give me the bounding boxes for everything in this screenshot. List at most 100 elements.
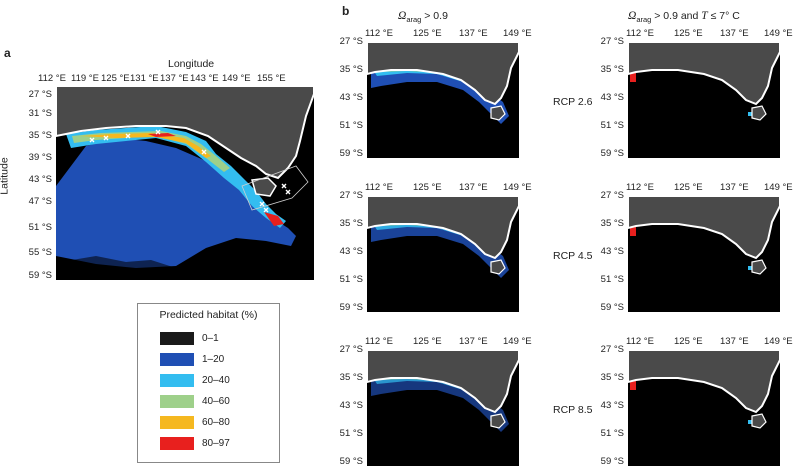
panel-a-letter: a [4,46,11,60]
panel-b-lon-tick: 125 °E [413,28,442,39]
survey-region-outline [241,165,309,211]
habitat-hotspot [630,226,636,236]
legend-swatch [160,395,194,408]
panel-b-lon-tick: 137 °E [459,28,488,39]
panel-a-lon-tick: 149 °E [222,73,251,84]
panel-b-lon-tick: 112 °E [365,336,393,347]
panel-b-lat-tick: 35 °S [600,372,624,383]
panel-b-lon-tick: 149 °E [503,336,532,347]
panel-b-lat-tick: 43 °S [339,92,363,103]
panel-b-lon-tick: 149 °E [764,336,793,347]
panel-b-lat-tick: 59 °S [600,302,624,313]
panel-b-lat-tick: 27 °S [339,190,363,201]
panel-b-map-r2-c2 [628,196,780,312]
panel-b-lon-tick: 149 °E [764,28,793,39]
panel-b-lon-tick: 137 °E [720,28,749,39]
panel-a-lat-tick: 59 °S [28,270,52,281]
panel-a-y-title: Latitude [0,157,11,195]
panel-b-lon-tick: 149 °E [503,182,532,193]
habitat-band-1-20 [371,66,509,124]
panel-b-lon-tick: 125 °E [674,182,703,193]
australia-landmass [367,350,519,414]
legend-item-label: 40–60 [202,396,230,407]
panel-b-lat-tick: 51 °S [600,120,624,131]
panel-b-lat-tick: 59 °S [339,456,363,467]
panel-b-lon-tick: 137 °E [720,182,749,193]
scenario-label: RCP 2.6 [553,96,593,108]
panel-a-lon-tick: 125 °E [101,73,130,84]
omega-subscript: arag [636,15,652,25]
panel-a-lat-tick: 31 °S [28,108,52,119]
legend-item-label: 0–1 [202,333,219,344]
legend-item-label: 20–40 [202,375,230,386]
habitat-spot [748,420,752,424]
panel-b-map-r1-c2 [628,42,780,158]
omega-symbol: Ω [398,10,407,22]
habitat-hotspot-2 [264,212,284,226]
temperature-symbol: T [701,10,708,22]
australia-landmass [367,42,519,106]
legend-swatch [160,416,194,429]
habitat-band-60-80 [81,133,211,158]
panel-b-lat-tick: 35 °S [339,372,363,383]
panel-b-map-r3-c2 [628,350,780,466]
legend: Predicted habitat (%) 0–1 1–20 20–40 40–60 6… [137,303,280,463]
habitat-spot [748,112,752,116]
panel-b-lon-tick: 112 °E [365,28,393,39]
panel-a-lon-tick: 119 °E [71,73,99,84]
panel-b-map-r3-c1 [367,350,519,466]
habitat-band-1-20 [371,374,509,432]
panel-b-lat-tick: 51 °S [600,428,624,439]
australia-landmass [367,196,519,260]
panel-b-lat-tick: 35 °S [600,64,624,75]
panel-a-lat-tick: 39 °S [28,152,52,163]
tasmania [751,105,767,121]
habitat-gap [66,256,176,280]
panel-b-lat-tick: 43 °S [600,400,624,411]
panel-a-lon-tick: 137 °E [160,73,189,84]
omega-subscript: arag [406,15,422,25]
legend-item-label: 60–80 [202,417,230,428]
scenario-label: RCP 8.5 [553,404,593,416]
panel-b-lat-tick: 35 °S [339,218,363,229]
panel-a-lat-tick: 55 °S [28,247,52,258]
panel-b-lat-tick: 27 °S [600,190,624,201]
panel-a-lon-tick: 112 °E [38,73,66,84]
legend-item-label: 1–20 [202,354,225,365]
panel-b-lon-tick: 125 °E [674,336,703,347]
column-2-threshold: > 0.9 and [651,10,702,22]
panel-b-lon-tick: 125 °E [413,182,442,193]
panel-b-lat-tick: 51 °S [339,120,363,131]
omega-symbol: Ω [628,10,637,22]
panel-b-lat-tick: 59 °S [600,456,624,467]
tasmania [490,259,506,275]
panel-b-map-r2-c1 [367,196,519,312]
australia-landmass [628,350,780,414]
panel-a-lon-tick: 155 °E [257,73,286,84]
column-1-header: Ωarag > 0.9 [398,10,448,24]
tasmania [251,177,277,197]
panel-b-lon-tick: 137 °E [459,182,488,193]
legend-swatch [160,437,194,450]
panel-b-lon-tick: 112 °E [365,182,393,193]
panel-a-lat-tick: 43 °S [28,174,52,185]
panel-b-map-r1-c1 [367,42,519,158]
habitat-hotspot [630,72,636,82]
panel-b-lat-tick: 59 °S [339,148,363,159]
habitat-band-40-60 [72,131,230,172]
panel-a-lat-tick: 47 °S [28,196,52,207]
panel-b-lat-tick: 51 °S [339,274,363,285]
habitat-hotspot [630,380,636,390]
panel-b-lon-tick: 112 °E [626,336,654,347]
legend-swatch [160,353,194,366]
panel-a-lon-tick: 143 °E [190,73,219,84]
panel-a-x-title: Longitude [168,58,215,70]
panel-b-lat-tick: 27 °S [339,36,363,47]
australia-landmass [628,42,780,106]
panel-b-lat-tick: 27 °S [339,344,363,355]
panel-b-lat-tick: 35 °S [339,64,363,75]
sample-site-markers [89,129,291,213]
tasmania [490,105,506,121]
legend-item-label: 80–97 [202,438,230,449]
panel-b-lat-tick: 35 °S [600,218,624,229]
